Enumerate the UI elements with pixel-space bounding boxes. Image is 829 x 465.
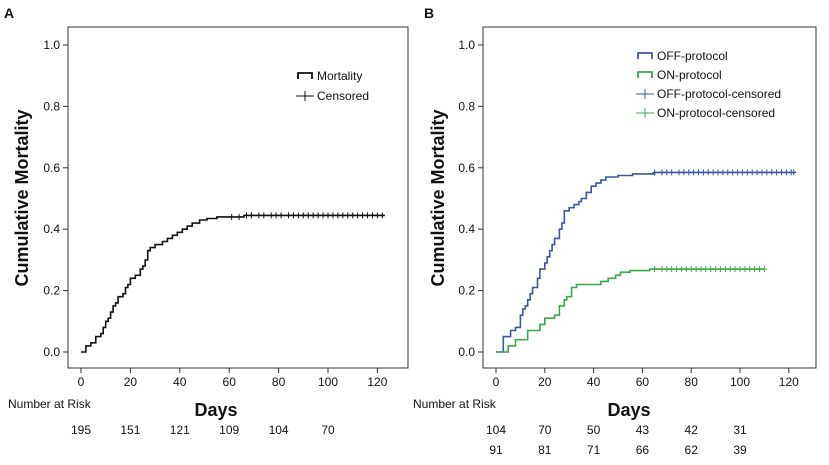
panel-b-legend-step-swatch	[637, 52, 653, 59]
panel-b-legend-label: OFF-protocol	[657, 49, 728, 63]
panel-a-y-tick-label: 0.6	[43, 161, 60, 175]
panel-a-x-tick-label: 0	[78, 375, 85, 389]
panel-a-plot-frame	[67, 26, 409, 369]
panel-b-risk-value: 62	[685, 443, 699, 457]
panel-a-risk-value: 151	[120, 423, 140, 437]
panel-b-y-tick-label: 0.2	[458, 284, 475, 298]
panel-b-legend-step-swatch	[637, 71, 653, 78]
panel-b-y-tick-label: 0.4	[458, 222, 475, 236]
panel-a-y-tick-label: 0.4	[43, 222, 60, 236]
panel-a-risk-value: 70	[321, 423, 335, 437]
panel-b-risk-value: 31	[733, 423, 747, 437]
panel-b-y-tick-label: 0.8	[458, 99, 475, 113]
panel-a-x-tick-label: 100	[318, 375, 338, 389]
panel-a-y-tick-label: 0.8	[43, 99, 60, 113]
panel-b-risk-value: 91	[489, 443, 503, 457]
panel-a-risk-value: 121	[170, 423, 190, 437]
panel-b-x-tick-label: 60	[636, 375, 650, 389]
panel-b-y-tick-label: 0.6	[458, 161, 475, 175]
panel-b-y-axis-title: Cumulative Mortality	[428, 109, 448, 286]
panel-a-risk-value: 104	[269, 423, 289, 437]
panel-b-x-tick-label: 80	[685, 375, 699, 389]
panel-a-series-0-step-line	[81, 214, 385, 353]
panel-b-risk-table: 104 70 50 43 42 31 91 81 71 66 62 39	[486, 423, 747, 457]
panel-a-risk-value: 195	[71, 423, 91, 437]
panel-b-risk-value: 70	[538, 423, 552, 437]
panel-a-legend-step-swatch	[297, 72, 313, 79]
panel-b-risk-value: 50	[587, 423, 601, 437]
panel-a-legend-label: Censored	[317, 89, 369, 103]
panel-b-letter: B	[424, 5, 434, 21]
panel-a-y-tick-label: 0.2	[43, 284, 60, 298]
panel-a-risk-title: Number at Risk	[8, 397, 92, 411]
panel-b-legend-label: ON-protocol	[657, 68, 722, 82]
panel-a-y-ticks: 0.0 0.2 0.4 0.6 0.8 1.0	[43, 38, 68, 359]
panel-b-x-tick-label: 40	[587, 375, 601, 389]
panel-a-x-tick-label: 120	[367, 375, 387, 389]
panel-b-legend: OFF-protocol ON-protocol OFF-protocol-cens…	[636, 49, 781, 120]
panel-a-letter: A	[4, 5, 14, 21]
panel-b-series-0-step-line	[496, 171, 797, 353]
panel-b-series	[496, 169, 797, 353]
panel-a-x-tick-label: 80	[272, 375, 286, 389]
panel-a-x-ticks: 0 20 40 60 80 100 120	[78, 368, 388, 389]
panel-a-x-tick-label: 20	[124, 375, 138, 389]
panel-a-legend-label: Mortality	[317, 69, 362, 83]
panel-a-x-tick-label: 60	[223, 375, 237, 389]
panel-b-risk-value: 104	[486, 423, 506, 437]
panel-b-x-tick-label: 100	[730, 375, 750, 389]
panel-a-risk-value: 109	[219, 423, 239, 437]
panel-b-legend-label: ON-protocol-censored	[657, 106, 775, 120]
panel-b-risk-title: Number at Risk	[413, 397, 497, 411]
panel-b-x-tick-label: 0	[493, 375, 500, 389]
panel-b-risk-value: 71	[587, 443, 601, 457]
panel-b-risk-value: 66	[636, 443, 650, 457]
panel-b-x-tick-label: 120	[779, 375, 799, 389]
panel-b-series-1-step-line	[496, 268, 765, 353]
panel-b-plot-frame	[482, 26, 817, 369]
panel-b-risk-value: 81	[538, 443, 552, 457]
panel-b-x-axis-title: Days	[607, 400, 650, 420]
panel-b-risk-value: 39	[733, 443, 747, 457]
panel-b-y-tick-label: 0.0	[458, 345, 475, 359]
panel-b-y-ticks: 0.0 0.2 0.4 0.6 0.8 1.0	[458, 38, 483, 359]
panel-a-risk-table: 195 151 121 109 104 70	[71, 423, 335, 437]
panel-b-x-tick-label: 20	[538, 375, 552, 389]
panel-b-risk-value: 42	[685, 423, 699, 437]
panel-a-x-axis-title: Days	[194, 400, 237, 420]
panel-a-y-tick-label: 1.0	[43, 38, 60, 52]
panel-a: A 0.0 0.2 0.4 0.6 0.8 1.0 0 20 40 60 80 100 120 Cum…	[4, 5, 409, 437]
panel-a-series	[81, 212, 385, 353]
panel-b-x-ticks: 0 20 40 60 80 100 120	[493, 368, 799, 389]
panel-a-y-axis-title: Cumulative Mortality	[12, 109, 32, 286]
panel-b: B 0.0 0.2 0.4 0.6 0.8 1.0 0 20 40 60 80 100 120 Cum…	[413, 5, 817, 457]
panel-a-legend: Mortality Censored	[296, 69, 369, 103]
panel-a-y-tick-label: 0.0	[43, 345, 60, 359]
panel-a-x-tick-label: 40	[173, 375, 187, 389]
panel-b-legend-label: OFF-protocol-censored	[657, 87, 781, 101]
panel-b-risk-value: 43	[636, 423, 650, 437]
panel-b-y-tick-label: 1.0	[458, 38, 475, 52]
